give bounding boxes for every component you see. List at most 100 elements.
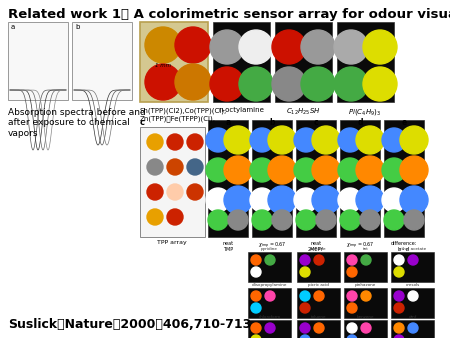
Circle shape bbox=[175, 27, 211, 63]
Circle shape bbox=[228, 210, 248, 230]
Circle shape bbox=[340, 210, 360, 230]
Circle shape bbox=[408, 323, 418, 333]
Circle shape bbox=[239, 30, 273, 64]
Circle shape bbox=[294, 158, 318, 182]
Circle shape bbox=[294, 188, 318, 212]
Text: neat
2MEPY: neat 2MEPY bbox=[308, 241, 324, 252]
Text: $Pi(C_4H_9)_3$: $Pi(C_4H_9)_3$ bbox=[348, 107, 382, 117]
Bar bbox=[344, 288, 387, 318]
Circle shape bbox=[394, 303, 404, 313]
Circle shape bbox=[394, 323, 404, 333]
Circle shape bbox=[272, 210, 292, 230]
Circle shape bbox=[251, 323, 261, 333]
Circle shape bbox=[272, 30, 306, 64]
Circle shape bbox=[382, 188, 406, 212]
Bar bbox=[140, 127, 205, 237]
Circle shape bbox=[272, 67, 306, 101]
Text: 1 mm: 1 mm bbox=[155, 63, 171, 68]
Circle shape bbox=[334, 67, 368, 101]
Bar bbox=[297, 320, 340, 338]
Bar bbox=[252, 120, 292, 237]
Text: neat
TMP: neat TMP bbox=[222, 241, 234, 252]
Circle shape bbox=[361, 255, 371, 265]
Circle shape bbox=[300, 323, 310, 333]
Circle shape bbox=[251, 291, 261, 301]
Circle shape bbox=[167, 184, 183, 200]
Circle shape bbox=[251, 255, 261, 265]
Circle shape bbox=[167, 159, 183, 175]
Text: difference:
b - d: difference: b - d bbox=[391, 241, 417, 252]
Circle shape bbox=[400, 156, 428, 184]
Circle shape bbox=[265, 255, 275, 265]
Text: diisopropylamine: diisopropylamine bbox=[252, 283, 287, 287]
Text: benzene: benzene bbox=[357, 315, 374, 319]
Circle shape bbox=[314, 323, 324, 333]
Circle shape bbox=[382, 158, 406, 182]
Circle shape bbox=[394, 335, 404, 338]
Bar bbox=[72, 22, 132, 100]
Circle shape bbox=[147, 159, 163, 175]
Bar bbox=[208, 120, 248, 237]
Circle shape bbox=[408, 255, 418, 265]
Circle shape bbox=[224, 156, 252, 184]
Text: b: b bbox=[75, 24, 79, 30]
Circle shape bbox=[175, 64, 211, 100]
Text: d: d bbox=[357, 118, 363, 127]
Circle shape bbox=[382, 128, 406, 152]
Text: n-octylamine: n-octylamine bbox=[218, 107, 264, 113]
Circle shape bbox=[338, 128, 362, 152]
Bar bbox=[297, 252, 340, 282]
Text: pyridine: pyridine bbox=[261, 247, 278, 251]
Circle shape bbox=[145, 64, 181, 100]
Circle shape bbox=[360, 210, 380, 230]
Circle shape bbox=[187, 159, 203, 175]
Circle shape bbox=[347, 267, 357, 277]
Circle shape bbox=[268, 126, 296, 154]
Text: Sn(TPP)(Cl2),Co(TPP)(Cl),
Zn(TPP)，Fe(TFPP)(Cl),: Sn(TPP)(Cl2),Co(TPP)(Cl), Zn(TPP)，Fe(TFP… bbox=[140, 108, 227, 122]
Circle shape bbox=[265, 323, 275, 333]
Circle shape bbox=[294, 128, 318, 152]
Circle shape bbox=[300, 267, 310, 277]
Circle shape bbox=[268, 186, 296, 214]
Text: acetone: acetone bbox=[310, 247, 327, 251]
Circle shape bbox=[384, 210, 404, 230]
Circle shape bbox=[239, 67, 273, 101]
Circle shape bbox=[251, 335, 261, 338]
Circle shape bbox=[167, 134, 183, 150]
Circle shape bbox=[300, 255, 310, 265]
Circle shape bbox=[361, 291, 371, 301]
Circle shape bbox=[394, 267, 404, 277]
Text: Suslick，Nature，2000，406,710-713: Suslick，Nature，2000，406,710-713 bbox=[8, 318, 251, 331]
Circle shape bbox=[301, 30, 335, 64]
Circle shape bbox=[252, 210, 272, 230]
Circle shape bbox=[251, 267, 261, 277]
Circle shape bbox=[356, 156, 384, 184]
Circle shape bbox=[404, 210, 424, 230]
Text: TPP array: TPP array bbox=[157, 240, 187, 245]
Circle shape bbox=[210, 30, 244, 64]
Bar bbox=[337, 22, 394, 102]
Text: pinhazone: pinhazone bbox=[355, 283, 376, 287]
Bar bbox=[248, 252, 291, 282]
Circle shape bbox=[251, 303, 261, 313]
Circle shape bbox=[347, 303, 357, 313]
Circle shape bbox=[347, 335, 357, 338]
Circle shape bbox=[268, 156, 296, 184]
Circle shape bbox=[338, 158, 362, 182]
Bar bbox=[344, 252, 387, 282]
Circle shape bbox=[394, 255, 404, 265]
Text: Absorption spectra before and
after exposure to chemical
vapors: Absorption spectra before and after expo… bbox=[8, 108, 146, 138]
Circle shape bbox=[316, 210, 336, 230]
Circle shape bbox=[300, 291, 310, 301]
Bar bbox=[391, 320, 434, 338]
Bar bbox=[296, 120, 336, 237]
Circle shape bbox=[206, 128, 230, 152]
Circle shape bbox=[312, 186, 340, 214]
Circle shape bbox=[208, 210, 228, 230]
Text: $\chi_{tmp}=0.67$: $\chi_{tmp}=0.67$ bbox=[346, 241, 374, 251]
Circle shape bbox=[250, 128, 274, 152]
Circle shape bbox=[363, 67, 397, 101]
Circle shape bbox=[347, 255, 357, 265]
Circle shape bbox=[147, 209, 163, 225]
Bar bbox=[340, 120, 380, 237]
